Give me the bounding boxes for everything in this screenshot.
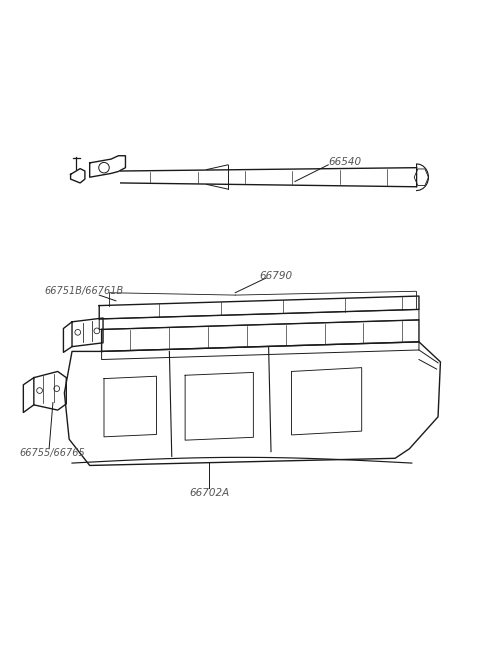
Text: 66751B/66761B: 66751B/66761B: [44, 286, 123, 296]
Text: 66755/66765: 66755/66765: [20, 447, 85, 457]
Text: 66540: 66540: [328, 158, 361, 168]
Text: 66790: 66790: [259, 271, 292, 281]
Text: 66702A: 66702A: [189, 488, 229, 498]
